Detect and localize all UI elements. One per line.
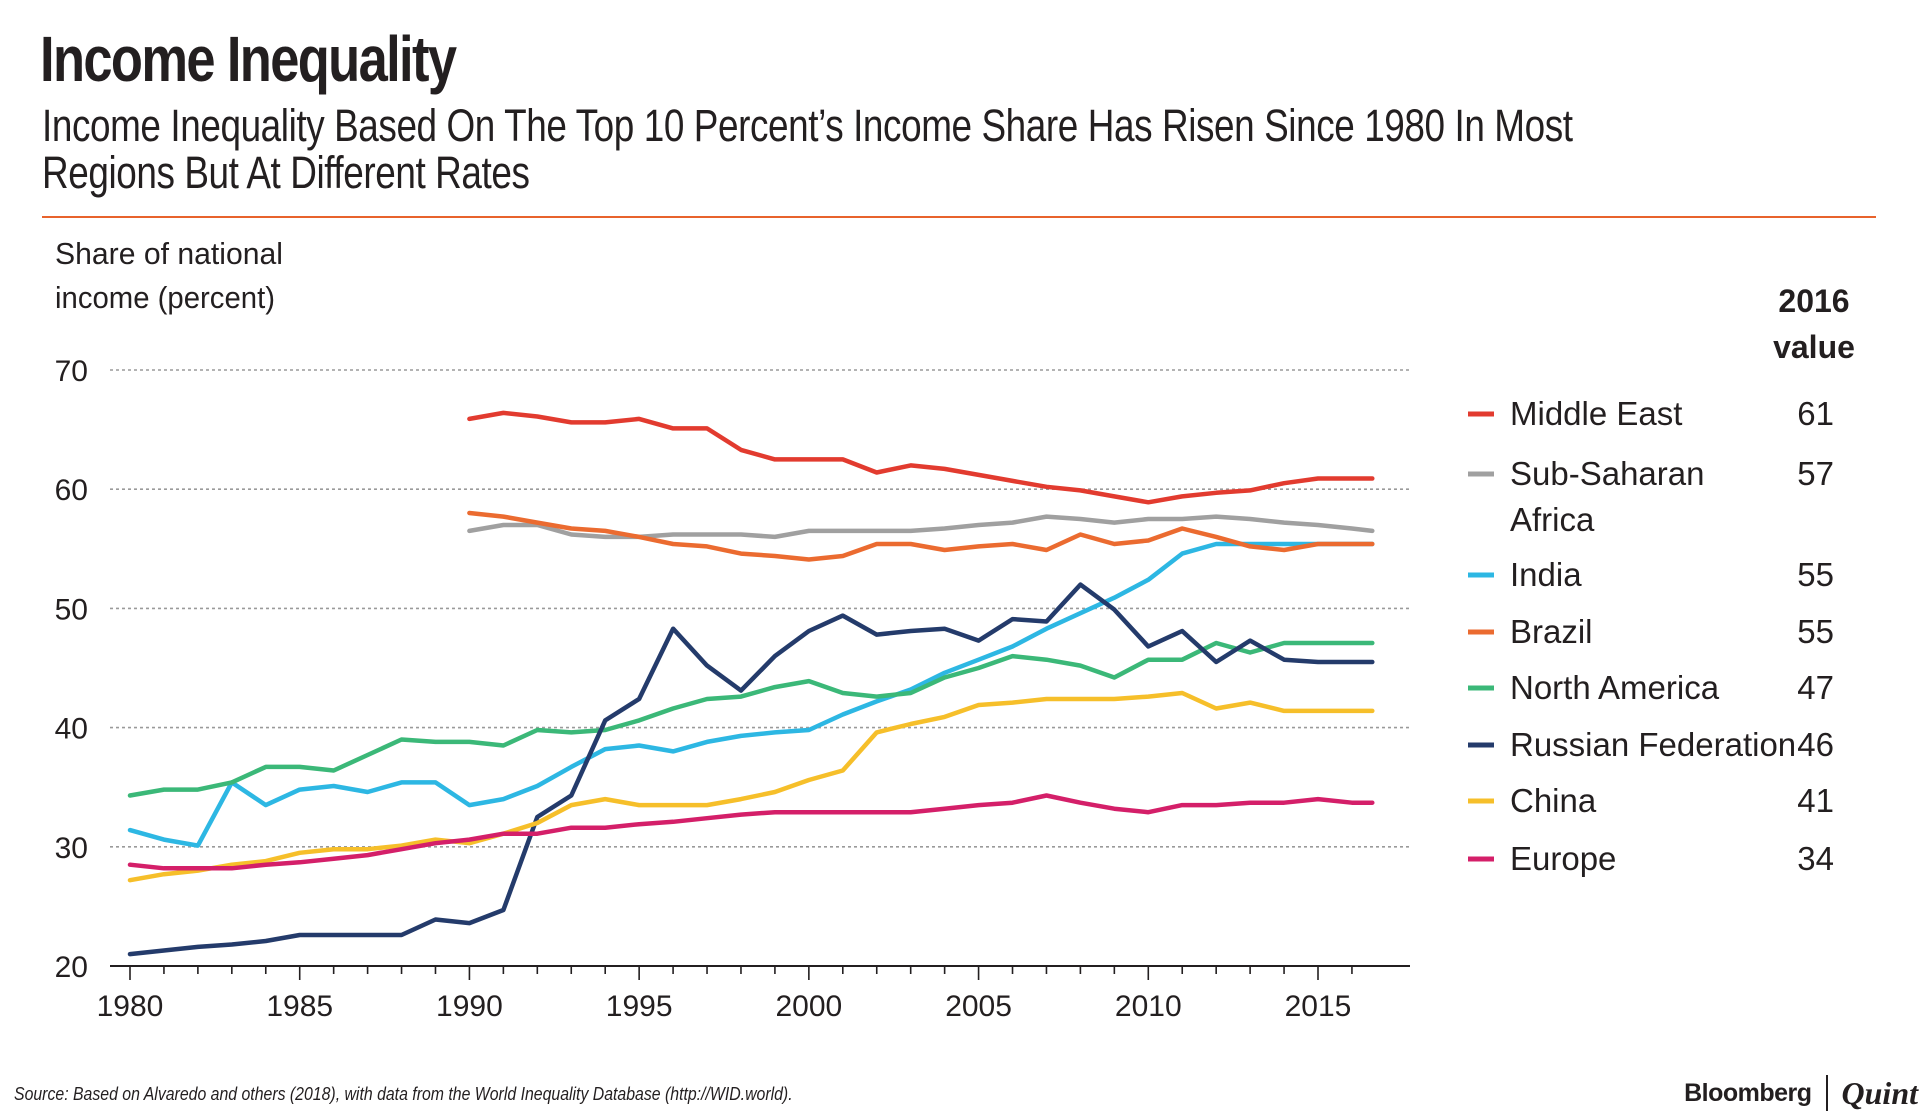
legend-value: 46 [1797,726,1834,763]
x-tick-label: 2010 [1115,990,1182,1023]
legend-value: 34 [1797,840,1834,877]
brand-logo: Bloomberg Quint [1684,1072,1918,1114]
y-axis-label: Share of national income (percent) [55,236,283,315]
x-tick-label: 1990 [436,990,503,1023]
legend: 2016 value Middle East 61 Sub-Saharan Africa 5… [1468,283,1855,877]
series-line-europe [127,793,1375,871]
legend-label: North America [1510,669,1720,706]
brand-suffix: Quint [1841,1074,1918,1111]
legend-header-year: 2016 [1778,283,1849,319]
y-tick-label: 20 [55,951,88,984]
legend-label: Brazil [1510,613,1593,650]
legend-label: Middle East [1510,395,1682,432]
y-tick-label: 70 [55,355,88,388]
y-tick-label: 30 [55,832,88,865]
legend-label: Europe [1510,840,1616,877]
x-tick-label: 1985 [266,990,333,1023]
title-divider [42,216,1876,218]
brand-separator [1825,1075,1828,1111]
legend-label: Russian Federation [1510,726,1796,763]
x-tick-label: 2000 [775,990,842,1023]
legend-header-label: value [1773,329,1855,365]
chart-subtitle: Income Inequality Based On The Top 10 Pe… [42,100,1573,198]
legend-value: 61 [1797,395,1834,432]
chart-title: Income Inequality [40,23,457,95]
series-line-china [127,690,1375,883]
series-line-sub-saharan-africa [467,514,1375,540]
source-note: Source: Based on Alvaredo and others (20… [14,1084,793,1104]
x-axis: 1980 1985 1990 1995 2000 2005 2010 2015 [97,965,1410,1023]
series-line-brazil [467,510,1375,562]
y-axis-label-line: income (percent) [55,280,275,315]
legend-value: 47 [1797,669,1834,706]
series-lines [127,410,1375,957]
y-axis-ticks: 20 30 40 50 60 70 [55,355,88,984]
x-tick-label: 2015 [1285,990,1352,1023]
y-tick-label: 50 [55,593,88,626]
legend-value: 41 [1797,782,1834,819]
series-line-middle-east [467,410,1375,505]
series-line-russian-federation [127,582,1375,957]
series-line-india [127,541,1375,848]
gridlines [110,369,1410,848]
legend-label: Sub-Saharan [1510,455,1704,492]
y-tick-label: 60 [55,474,88,507]
x-tick-label: 2005 [945,990,1012,1023]
series-line-north-america [127,640,1375,798]
legend-label: Africa [1510,501,1595,538]
legend-value: 55 [1797,613,1834,650]
legend-label: India [1510,556,1582,593]
x-tick-label: 1980 [97,990,164,1023]
brand-name: Bloomberg [1684,1078,1812,1107]
y-tick-label: 40 [55,713,88,746]
x-tick-label: 1995 [606,990,673,1023]
legend-value: 55 [1797,556,1834,593]
y-axis-label-line: Share of national [55,236,283,271]
legend-label: China [1510,782,1597,819]
legend-value: 57 [1797,455,1834,492]
